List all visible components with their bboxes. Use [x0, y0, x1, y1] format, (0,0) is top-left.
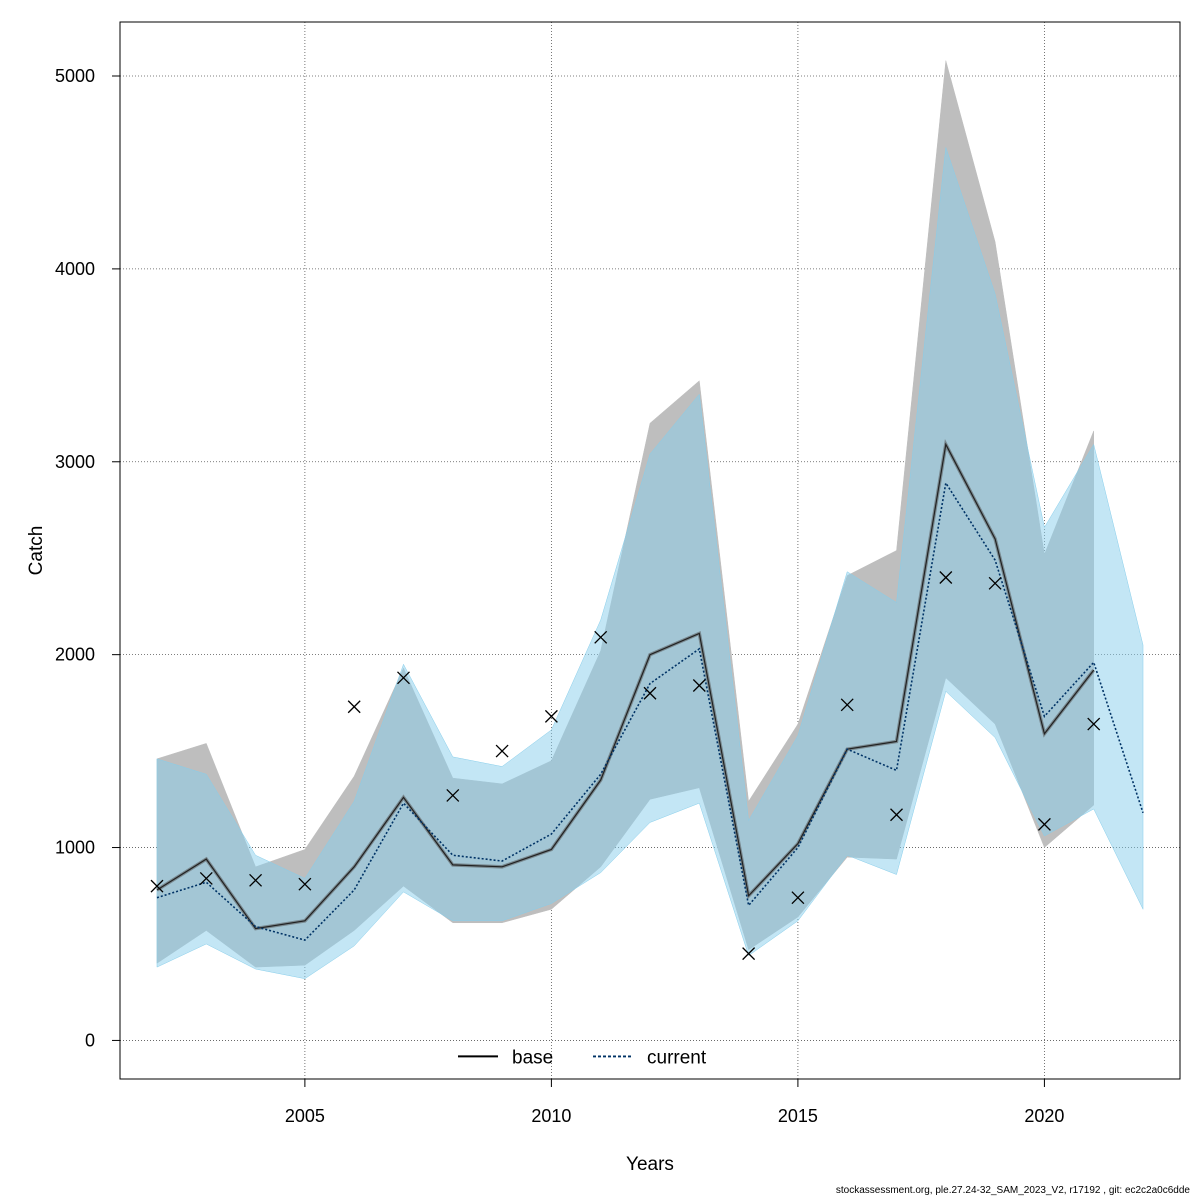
legend-label-current: current [647, 1047, 707, 1068]
observed-markers [150, 571, 1101, 961]
observed-point-2021 [1087, 717, 1101, 731]
line-current [156, 480, 1144, 942]
x-tick-label-2015: 2015 [778, 1106, 818, 1126]
y-axis-title: Catch [26, 526, 47, 576]
observed-point-2013 [692, 679, 706, 692]
observed-point-stroke-b [988, 576, 1002, 590]
y-tick-label-0: 0 [85, 1030, 95, 1050]
observed-point-2008 [446, 789, 460, 802]
x-tick-label-2020: 2020 [1024, 1106, 1064, 1126]
y-tick-label-1000: 1000 [55, 838, 95, 858]
line-base [156, 442, 1095, 930]
footer-source-text: stockassessment.org, ple.27.24-32_SAM_20… [835, 1185, 1190, 1196]
y-tick-label-3000: 3000 [55, 452, 95, 472]
observed-point-stroke-b [1037, 817, 1051, 831]
confidence-bands [156, 60, 1144, 979]
legend: base current [458, 1047, 707, 1068]
observed-point-2006 [347, 700, 361, 714]
observed-point-2020 [1037, 817, 1051, 831]
observed-point-stroke-b [742, 947, 756, 961]
observed-point-stroke-b [397, 671, 410, 685]
observed-point-2012 [643, 686, 657, 700]
observed-point-stroke-b [840, 698, 854, 712]
x-axis-title: Years [626, 1154, 674, 1175]
observed-point-2014 [742, 947, 756, 961]
band-current [156, 147, 1144, 979]
observed-point-stroke-b [692, 679, 706, 692]
x-tick-label-2005: 2005 [285, 1106, 325, 1126]
observed-point-stroke-b [298, 877, 312, 891]
observed-point-2007 [397, 671, 410, 685]
series-lines [156, 438, 1144, 942]
observed-point-2010 [544, 709, 558, 723]
observed-point-2009 [495, 744, 509, 758]
observed-point-2002 [150, 879, 164, 893]
observed-point-stroke-b [1087, 717, 1101, 731]
observed-point-stroke-b [347, 700, 361, 714]
observed-point-2018 [939, 571, 953, 584]
observed-point-stroke-b [544, 709, 558, 723]
observed-point-2015 [791, 891, 805, 905]
observed-point-stroke-b [199, 871, 213, 885]
observed-point-stroke-b [791, 891, 805, 905]
observed-point-2017 [890, 808, 903, 822]
observed-point-2005 [298, 877, 312, 891]
observed-point-stroke-b [495, 744, 509, 758]
observed-point-stroke-b [594, 630, 608, 644]
plot-frame [119, 21, 1181, 1080]
y-tick-label-2000: 2000 [55, 645, 95, 665]
observed-point-stroke-b [939, 571, 953, 584]
observed-point-stroke-b [446, 789, 460, 802]
y-tick-label-5000: 5000 [55, 66, 95, 86]
y-axis: 0 1000 2000 3000 4000 5000 [55, 66, 120, 1050]
observed-point-stroke-b [643, 686, 657, 700]
observed-point-2016 [840, 698, 854, 712]
observed-point-2011 [594, 630, 608, 644]
observed-point-stroke-b [249, 873, 263, 887]
observed-point-2004 [249, 873, 263, 887]
observed-point-2019 [988, 576, 1002, 590]
x-tick-label-2010: 2010 [531, 1106, 571, 1126]
legend-label-base: base [512, 1047, 553, 1068]
observed-point-stroke-b [150, 879, 164, 893]
observed-point-stroke-b [890, 808, 903, 822]
x-axis: 2005 2010 2015 2020 [285, 1079, 1064, 1126]
y-tick-label-4000: 4000 [55, 259, 95, 279]
observed-point-2003 [199, 871, 213, 885]
